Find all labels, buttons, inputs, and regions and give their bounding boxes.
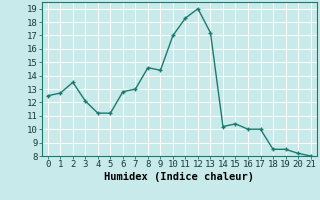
X-axis label: Humidex (Indice chaleur): Humidex (Indice chaleur): [104, 172, 254, 182]
